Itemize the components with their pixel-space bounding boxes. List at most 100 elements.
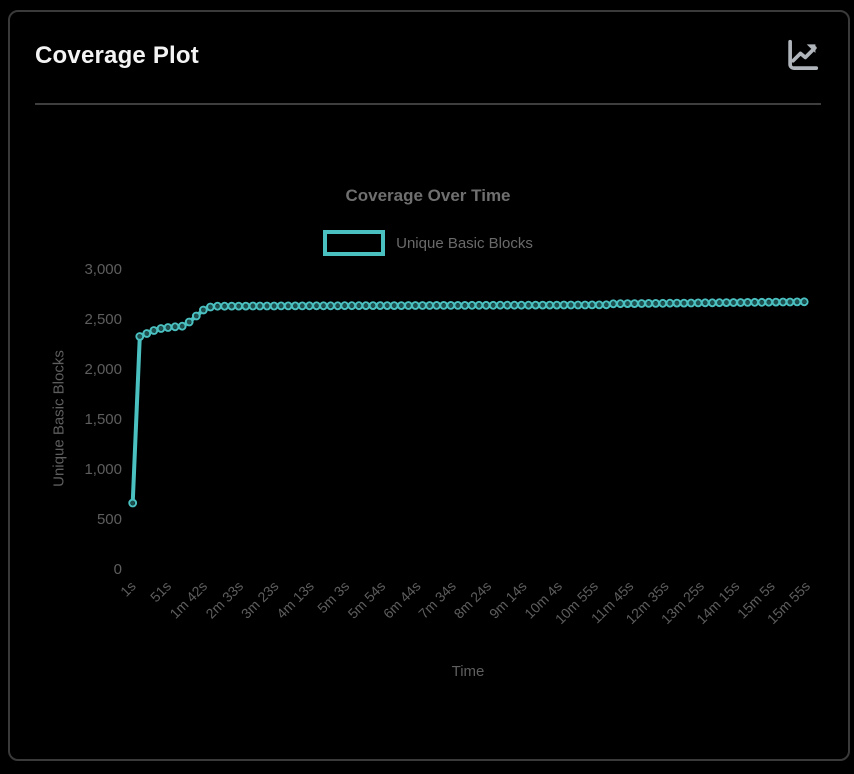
data-point-marker — [651, 299, 661, 308]
data-point-marker — [382, 301, 392, 310]
data-point-marker — [170, 322, 180, 332]
data-point-marker — [425, 301, 435, 310]
coverage-plot-card: Coverage Plot Coverage Over Time Unique … — [8, 10, 850, 761]
data-point-marker — [206, 302, 215, 312]
data-point-marker — [340, 301, 350, 311]
x-tick-label: 1m 42s — [166, 578, 210, 622]
line-chart-icon-button[interactable] — [782, 36, 822, 76]
data-point-marker — [227, 301, 237, 311]
data-point-marker — [220, 301, 230, 311]
y-tick-label: 1,500 — [84, 411, 122, 428]
data-point-marker — [658, 298, 668, 308]
data-point-marker — [545, 300, 555, 310]
y-tick-label: 0 — [114, 561, 122, 578]
data-point-marker — [163, 323, 173, 332]
data-point-marker — [156, 324, 166, 333]
data-point-marker — [722, 298, 731, 307]
coverage-series-line — [130, 299, 807, 505]
chart-title: Coverage Over Time — [345, 186, 511, 205]
data-point-marker — [149, 326, 159, 335]
data-point-marker — [297, 301, 307, 311]
y-tick-label: 3,000 — [84, 261, 122, 278]
data-point-marker — [269, 301, 279, 311]
data-point-marker — [538, 300, 548, 310]
data-point-marker — [396, 301, 406, 310]
data-point-marker — [467, 300, 477, 310]
x-tick-label: 9m 14s — [486, 578, 530, 622]
data-point-marker — [559, 300, 569, 310]
data-point-marker — [418, 301, 427, 310]
x-tick-label: 6m 44s — [380, 578, 424, 622]
data-point-marker — [686, 298, 696, 308]
data-point-marker — [326, 301, 336, 311]
x-tick-label: 7m 34s — [415, 578, 459, 622]
x-tick-label: 2m 33s — [202, 578, 246, 622]
data-point-marker — [191, 311, 201, 321]
data-point-marker — [601, 300, 611, 310]
data-point-marker — [630, 299, 639, 308]
x-tick-label: 4m 13s — [273, 578, 317, 622]
data-point-marker — [361, 301, 371, 311]
data-point-marker — [644, 299, 654, 308]
data-point-marker — [778, 297, 788, 307]
data-point-marker — [552, 300, 562, 310]
data-point-marker — [142, 329, 152, 338]
data-point-marker — [488, 300, 498, 310]
data-point-marker — [799, 297, 809, 307]
legend-swatch — [323, 230, 386, 256]
data-point-marker — [637, 299, 646, 308]
data-point-marker — [743, 298, 752, 307]
data-point-marker — [510, 300, 519, 310]
data-point-marker — [439, 301, 449, 310]
x-tick-label: 51s — [147, 578, 174, 605]
data-point-marker — [785, 297, 795, 307]
data-point-marker — [389, 301, 399, 310]
card-title: Coverage Plot — [35, 42, 199, 69]
data-point-marker — [347, 301, 357, 311]
header-divider — [35, 103, 821, 105]
data-point-marker — [481, 300, 491, 310]
data-point-marker — [764, 297, 774, 307]
data-point-marker — [184, 317, 194, 327]
data-point-marker — [736, 298, 745, 307]
data-point-marker — [199, 305, 208, 315]
data-point-marker — [792, 297, 802, 307]
data-point-marker — [241, 301, 251, 311]
legend-item-unique-basic-blocks[interactable]: Unique Basic Blocks — [35, 230, 821, 256]
x-axis-title: Time — [451, 663, 485, 680]
data-point-marker — [255, 301, 265, 311]
data-point-marker — [517, 300, 526, 310]
data-point-marker — [177, 321, 187, 331]
data-point-marker — [453, 301, 463, 310]
data-point-marker — [305, 301, 314, 311]
data-point-marker — [594, 300, 604, 310]
data-point-marker — [729, 298, 738, 307]
data-point-marker — [474, 300, 484, 310]
line-chart-icon — [783, 37, 821, 75]
x-tick-label: 5m 54s — [345, 578, 389, 622]
x-tick-label: 8m 24s — [451, 578, 495, 622]
data-point-marker — [312, 301, 321, 311]
legend-label: Unique Basic Blocks — [396, 234, 533, 252]
data-point-marker — [750, 297, 760, 307]
data-point-marker — [262, 301, 272, 311]
data-point-marker — [495, 300, 505, 310]
y-tick-label: 2,500 — [84, 311, 122, 328]
x-tick-label: 3m 23s — [238, 578, 282, 622]
data-point-marker — [135, 332, 145, 341]
data-point-marker — [333, 301, 343, 311]
data-point-marker — [502, 300, 512, 310]
data-point-marker — [665, 298, 675, 308]
data-point-marker — [623, 299, 632, 308]
data-point-marker — [679, 298, 689, 308]
data-point-marker — [276, 301, 286, 311]
data-point-marker — [375, 301, 385, 310]
data-point-marker — [531, 300, 540, 310]
data-point-marker — [290, 301, 300, 311]
data-point-marker — [128, 498, 138, 508]
y-tick-label: 500 — [97, 511, 122, 528]
data-point-marker — [404, 301, 413, 310]
data-point-marker — [587, 300, 597, 310]
